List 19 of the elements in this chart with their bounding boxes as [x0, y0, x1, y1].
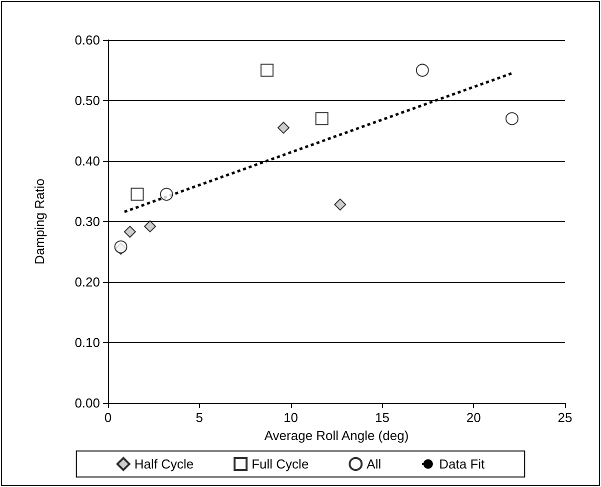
legend-label: Data Fit — [439, 456, 486, 472]
y-tick-label: 0.10 — [74, 335, 100, 350]
y-tick-label: 0.60 — [74, 32, 100, 48]
legend-label: All — [366, 456, 382, 472]
x-tick-label: 25 — [558, 410, 572, 425]
x-tick-label: 10 — [284, 410, 298, 425]
y-axis-title: Damping Ratio — [32, 178, 47, 264]
y-tick-label: 0.30 — [74, 214, 100, 229]
legend-label: Full Cycle — [252, 456, 309, 472]
x-axis-title: Average Roll Angle (deg) — [264, 428, 409, 443]
y-tick-label: 0.50 — [74, 93, 100, 108]
x-tick-label: 0 — [104, 410, 112, 425]
x-tick-label: 20 — [466, 410, 481, 425]
y-tick-label: 0.40 — [74, 154, 100, 168]
legend-label: Half Cycle — [134, 456, 194, 472]
y-tick-label: 0.00 — [74, 396, 100, 410]
x-tick-label: 5 — [196, 410, 204, 425]
x-tick-label: 15 — [374, 410, 390, 425]
y-tick-label: 0.20 — [74, 274, 100, 290]
